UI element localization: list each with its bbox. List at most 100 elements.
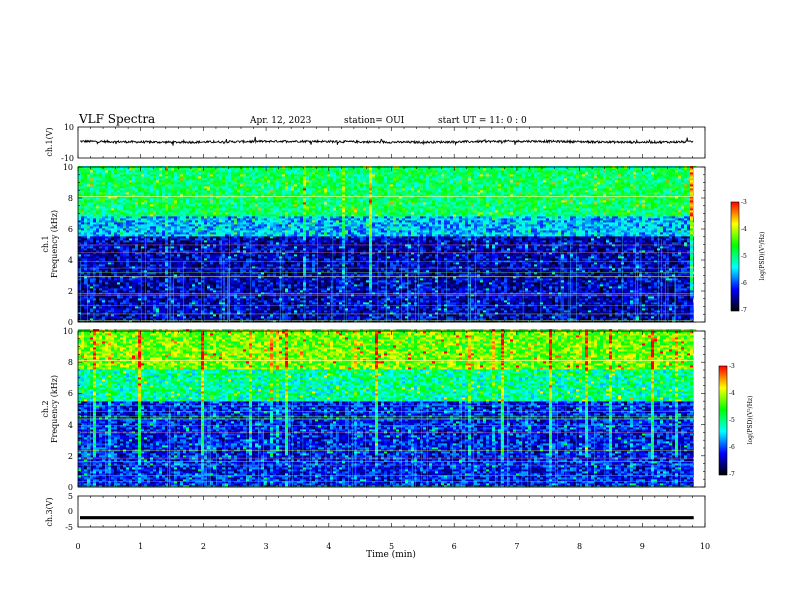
spectrogram-cell [96, 288, 100, 291]
spectrogram-cell [114, 250, 118, 253]
spectrogram-cell [183, 170, 187, 173]
spectrogram-cell [129, 194, 133, 197]
spectrogram-cell [135, 312, 139, 315]
spectrogram-cell [162, 284, 166, 287]
spectrogram-cell [141, 312, 145, 315]
spectrogram-cell [126, 202, 130, 205]
spectrogram-cell [174, 208, 178, 211]
spectrogram-cell [171, 196, 175, 199]
spectrogram-cell [138, 174, 142, 177]
spectrogram-cell [159, 188, 163, 191]
spectrogram-cell [150, 238, 154, 241]
spectrogram-cell [186, 168, 190, 171]
spectrogram-cell [102, 276, 106, 279]
spectrogram-cell [129, 316, 133, 319]
spectrogram-cell [111, 318, 115, 321]
spectrogram-cell [147, 294, 151, 297]
spectrogram-cell [105, 266, 109, 269]
spectrogram-cell [81, 318, 85, 321]
spectrogram-cell [189, 246, 193, 249]
spectrogram-cell [123, 238, 127, 241]
spectrogram-cell [183, 256, 187, 259]
spectrogram-cell [201, 282, 205, 285]
spectrogram-cell [147, 252, 151, 255]
spectrogram-cell [147, 172, 151, 175]
spectrogram-cell [165, 286, 169, 289]
spectrogram-cell [105, 232, 109, 235]
spectrogram-cell [84, 242, 88, 245]
spectrogram-cell [90, 220, 94, 223]
spectrogram-cell [87, 172, 91, 175]
spectrogram-cell [99, 306, 103, 309]
spectrogram-cell [96, 176, 100, 179]
spectrogram-cell [90, 272, 94, 275]
spectrogram-cell [96, 250, 100, 253]
spectrogram-cell [117, 198, 121, 201]
spectrogram-cell [120, 308, 124, 311]
spectrogram-cell [96, 190, 100, 193]
spectrogram-cell [192, 300, 196, 303]
spectrogram-cell [129, 308, 133, 311]
spectrogram-cell [93, 226, 97, 229]
spectrogram-cell [150, 258, 154, 261]
spectrogram-cell [99, 194, 103, 197]
spectrogram-cell [180, 190, 184, 193]
spectrogram-cell [90, 224, 94, 227]
spectrogram-cell [108, 268, 112, 271]
spectrogram-cell [186, 260, 190, 263]
spectrogram-cell [150, 320, 154, 323]
spectrogram-cell [99, 232, 103, 235]
spectrogram-cell [111, 192, 115, 195]
spectrogram-cell [189, 272, 193, 275]
spectrogram-cell [162, 258, 166, 261]
spectrogram-cell [192, 238, 196, 241]
spectrogram-cell [96, 276, 100, 279]
spectrogram-cell [99, 202, 103, 205]
spectrogram-cell [126, 256, 130, 259]
spectrogram-cell [99, 264, 103, 267]
spectrogram-cell [96, 310, 100, 313]
spectrogram-cell [117, 170, 121, 173]
spectrogram-cell [171, 238, 175, 241]
spectrogram-cell [135, 196, 139, 199]
spectrogram-cell [78, 240, 82, 243]
spectrogram-cell [99, 210, 103, 213]
spectrogram-cell [135, 310, 139, 313]
spectrogram-cell [141, 316, 145, 319]
spectrogram-cell [180, 258, 184, 261]
spectrogram-cell [156, 220, 160, 223]
spectrogram-cell [78, 230, 82, 233]
spectrogram-cell [174, 300, 178, 303]
spectrogram-cell [192, 196, 196, 199]
spectrogram-cell [138, 180, 142, 183]
spectrogram-cell [90, 312, 94, 315]
spectrogram-cell [159, 264, 163, 267]
spectrogram-cell [186, 216, 190, 219]
spectrogram-cell [117, 284, 121, 287]
spectrogram-cell [177, 316, 181, 319]
spectrogram-cell [129, 180, 133, 183]
spectrogram-cell [147, 290, 151, 293]
spectrogram-cell [129, 232, 133, 235]
spectrogram-cell [129, 256, 133, 259]
spectrogram-cell [108, 228, 112, 231]
spectrogram-cell [105, 212, 109, 215]
spectrogram-cell [162, 242, 166, 245]
spectrogram-cell [129, 170, 133, 173]
spectrogram-cell [165, 288, 169, 291]
spectrogram-cell [105, 176, 109, 179]
spectrogram-cell [201, 254, 205, 257]
spectrogram-cell [171, 272, 175, 275]
spectrogram-cell [129, 242, 133, 245]
spectrogram-cell [111, 174, 115, 177]
spectrogram-cell [141, 260, 145, 263]
spectrogram-cell [141, 232, 145, 235]
spectrogram-cell [138, 316, 142, 319]
spectrogram-cell [180, 308, 184, 311]
spectrogram-cell [201, 284, 205, 287]
spectrogram-cell [120, 186, 124, 189]
spectrogram-cell [105, 296, 109, 299]
spectrogram-cell [126, 308, 130, 311]
spectrogram-cell [99, 248, 103, 251]
spectrogram-cell [105, 202, 109, 205]
